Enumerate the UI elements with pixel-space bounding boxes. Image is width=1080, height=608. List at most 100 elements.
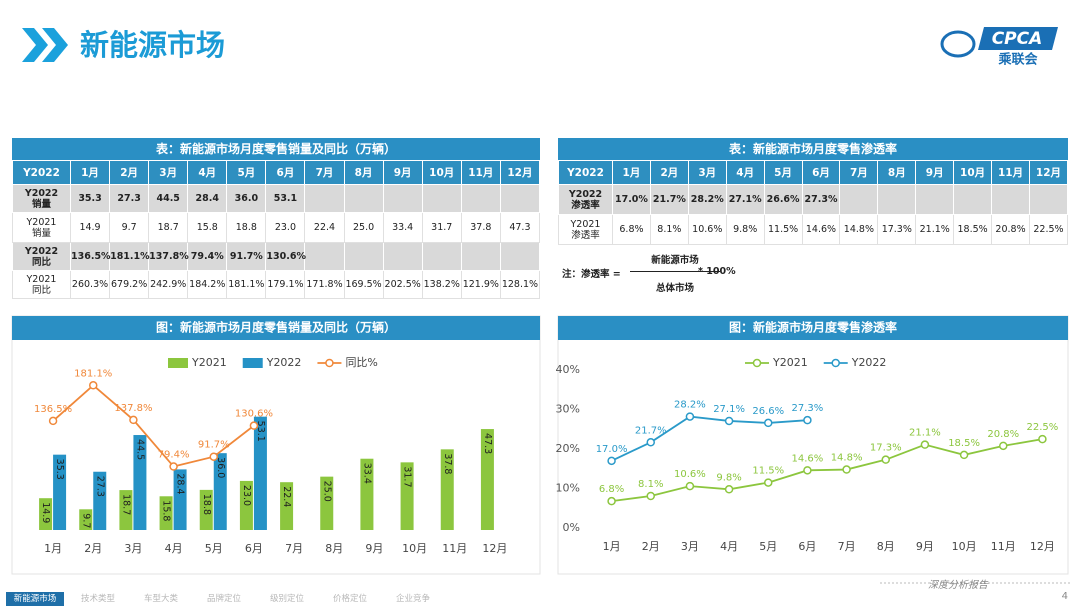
marker xyxy=(842,465,851,474)
point-label: 28.2% xyxy=(674,400,706,411)
footer: 新能源市场 技术类型 车型大类 品牌定位 级别定位 价格定位 企业竞争 xyxy=(0,590,1080,608)
marker xyxy=(607,456,616,466)
x-tick-label: 11月 xyxy=(442,542,467,555)
header-cell: 3月 xyxy=(148,160,189,185)
row-label: Y2021 销量 xyxy=(12,212,71,243)
x-tick-label: 8月 xyxy=(877,540,895,553)
nav-tab[interactable]: 技术类型 xyxy=(80,594,115,604)
nav-tab[interactable]: 品牌定位 xyxy=(206,594,241,604)
marker xyxy=(89,381,98,390)
table: Y2022 1月 2月 3月 4月 5月 6月 7月 8月 9月 10月 11月 12月 Y2022 销量 3… xyxy=(12,160,541,299)
empty-cell xyxy=(1028,184,1069,215)
bar xyxy=(320,476,334,530)
bar-label: 33.4 xyxy=(361,463,372,484)
bar-label: 18.8 xyxy=(201,494,212,515)
table-cell: 9.7 xyxy=(109,212,150,243)
table-cell: 27.3% xyxy=(801,184,841,215)
x-tick-label: 4月 xyxy=(720,540,738,553)
line xyxy=(52,384,255,468)
table-cell: 260.3% xyxy=(69,270,111,299)
x-tick-label: 5月 xyxy=(205,542,223,555)
table-cell: 31.7 xyxy=(421,212,462,243)
bar-label: 31.7 xyxy=(402,466,413,487)
table: Y2022 1月 2月 3月 4月 5月 6月 7月 8月 9月 10月 11月 12月 Y2022 渗透率… xyxy=(558,160,1069,245)
point-label: 18.5% xyxy=(948,438,980,449)
table-cell: 22.4 xyxy=(304,212,345,243)
nav-tab[interactable]: 新能源市场 xyxy=(6,592,64,606)
header-row: Y2022 1月 2月 3月 4月 5月 6月 7月 8月 9月 10月 11月 12月 xyxy=(558,160,1069,185)
legend-swatch xyxy=(168,358,188,368)
table-cell: 28.4 xyxy=(187,184,228,213)
legend-marker xyxy=(752,358,762,368)
row-label: Y2022 同比 xyxy=(12,242,71,271)
y-tick-label: 10% xyxy=(556,482,580,495)
header-cell: 12月 xyxy=(1028,160,1069,185)
marker xyxy=(685,412,695,421)
nav-tab[interactable]: 企业竞争 xyxy=(395,594,430,604)
bar-label: 47.3 xyxy=(482,433,493,454)
empty-cell xyxy=(343,242,384,271)
table-cell: 181.1% xyxy=(109,242,150,271)
table-cell: 121.9% xyxy=(460,270,501,299)
table-cell: 37.8 xyxy=(460,212,501,243)
table-cell: 171.8% xyxy=(304,270,345,299)
table-cell: 14.9 xyxy=(69,212,111,243)
bar xyxy=(159,496,173,530)
table-cell: 14.6% xyxy=(801,214,841,245)
x-tick-label: 11月 xyxy=(991,540,1016,553)
marker xyxy=(169,462,178,471)
row-label-line: 渗透率 xyxy=(571,229,600,241)
table-cell: 8.1% xyxy=(649,214,689,245)
line xyxy=(611,438,1043,503)
bar xyxy=(79,509,93,530)
bar-label: 22.4 xyxy=(281,486,292,507)
header-cell: 8月 xyxy=(877,160,917,185)
marker xyxy=(724,485,734,494)
table-cell: 181.1% xyxy=(226,270,267,299)
point-label: 181.1% xyxy=(74,368,112,379)
nav-tab[interactable]: 车型大类 xyxy=(143,594,178,604)
header-cell: 6月 xyxy=(265,160,306,185)
bar xyxy=(199,489,213,530)
point-label: 17.0% xyxy=(596,444,628,455)
marker xyxy=(209,452,218,461)
table-title: 表：新能源市场月度零售渗透率 xyxy=(558,138,1068,160)
header-cell: 5月 xyxy=(226,160,267,185)
point-label: 9.8% xyxy=(716,472,741,483)
nav-tab[interactable]: 价格定位 xyxy=(332,594,367,604)
row-label: Y2021 渗透率 xyxy=(558,214,613,245)
bar-label: 14.9 xyxy=(40,502,51,523)
row-label-line: 销量 xyxy=(31,227,51,239)
page-number: 4 xyxy=(1062,591,1068,602)
bar xyxy=(239,480,253,530)
table-cell: 21.7% xyxy=(649,184,689,215)
marker xyxy=(881,455,890,464)
report-label: 深度分析报告 xyxy=(928,579,989,591)
table-cell: 27.1% xyxy=(725,184,765,215)
bar-label: 25.0 xyxy=(321,481,332,502)
empty-cell xyxy=(382,184,423,213)
table-cell: 20.8% xyxy=(991,214,1030,245)
empty-cell xyxy=(460,242,501,271)
marker xyxy=(129,415,138,425)
table-cell: 22.5% xyxy=(1028,214,1069,245)
header-cell: 8月 xyxy=(343,160,384,185)
header-cell: 2月 xyxy=(109,160,150,185)
nav-tab[interactable]: 级别定位 xyxy=(269,594,304,604)
table-row: Y2022 渗透率 17.0% 21.7% 28.2% 27.1% 26.6% 27.3% xyxy=(558,184,1069,215)
table-cell: 44.5 xyxy=(148,184,189,213)
table-cell: 36.0 xyxy=(226,184,267,213)
marker xyxy=(249,421,259,430)
table-cell: 18.5% xyxy=(953,214,993,245)
y-tick-label: 40% xyxy=(556,363,580,376)
point-label: 14.6% xyxy=(792,453,824,464)
x-tick-label: 5月 xyxy=(759,540,777,553)
table-cell: 184.2% xyxy=(187,270,228,299)
table-cell: 679.2% xyxy=(109,270,150,299)
point-label: 27.1% xyxy=(713,404,745,415)
marker xyxy=(646,491,655,501)
bar xyxy=(39,498,53,530)
table-row: Y2021 渗透率 6.8% 8.1% 10.6% 9.8% 11.5% 14.6% 14.8%… xyxy=(558,214,1069,245)
bar-label: 36.0 xyxy=(215,457,226,478)
bar xyxy=(480,429,494,530)
